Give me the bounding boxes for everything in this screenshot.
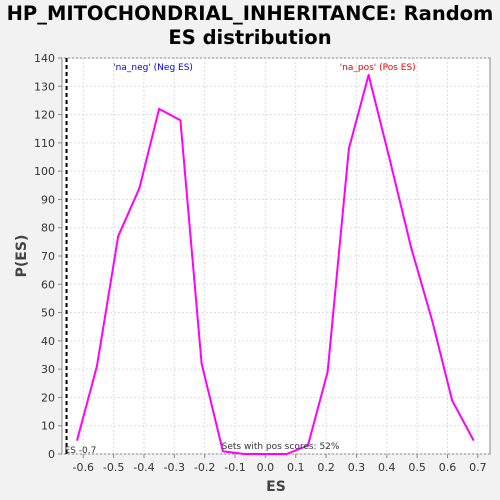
x-tick-label: 0.0	[257, 461, 275, 474]
annotation-neg: 'na_neg' (Neg ES)	[113, 63, 193, 73]
y-tick-label: 30	[41, 363, 55, 376]
data-point	[138, 187, 140, 189]
annotation-pos: 'na_pos' (Pos ES)	[340, 63, 416, 73]
y-tick-label: 40	[41, 335, 55, 348]
data-point	[201, 362, 203, 364]
data-point	[76, 439, 78, 441]
y-tick-label: 70	[41, 250, 55, 263]
y-tick-label: 80	[41, 222, 55, 235]
x-tick-label: -0.4	[133, 461, 154, 474]
y-tick-label: 130	[34, 80, 55, 93]
annotation-pos_scores: Sets with pos scores: 52%	[222, 442, 340, 452]
y-tick-label: 20	[41, 391, 55, 404]
x-tick-label: -0.5	[103, 461, 124, 474]
y-tick-label: 120	[34, 109, 55, 122]
x-tick-label: -0.1	[224, 461, 245, 474]
x-tick-label: 0.7	[469, 461, 487, 474]
y-tick-label: 90	[41, 193, 55, 206]
data-point	[286, 453, 288, 455]
data-point	[410, 247, 412, 249]
x-tick-label: 0.4	[378, 461, 396, 474]
x-tick-label: -0.3	[164, 461, 185, 474]
data-point	[431, 320, 433, 322]
y-tick-label: 60	[41, 278, 55, 291]
y-tick-label: 110	[34, 137, 55, 150]
y-tick-label: 50	[41, 307, 55, 320]
x-tick-label: 0.1	[287, 461, 305, 474]
y-tick-label: 10	[41, 420, 55, 433]
y-tick-label: 140	[34, 52, 55, 65]
data-point	[158, 108, 160, 110]
y-tick-label: 100	[34, 165, 55, 178]
x-axis-label: ES	[266, 479, 286, 495]
data-point	[117, 235, 119, 237]
data-point	[389, 159, 391, 161]
x-tick-label: 0.6	[439, 461, 457, 474]
data-point	[96, 365, 98, 367]
x-tick-label: -0.6	[73, 461, 94, 474]
x-tick-label: 0.3	[348, 461, 366, 474]
data-point	[472, 439, 474, 441]
data-point	[368, 74, 370, 76]
data-point	[348, 148, 350, 150]
es-line-label: ES -0.7	[65, 446, 97, 456]
y-tick-label: 0	[48, 448, 55, 461]
data-point	[327, 371, 329, 373]
data-point	[179, 119, 181, 121]
x-tick-label: 0.2	[317, 461, 335, 474]
data-point	[451, 399, 453, 401]
data-point	[243, 453, 245, 455]
y-axis-label: P(ES)	[14, 235, 30, 278]
x-tick-label: 0.5	[408, 461, 426, 474]
data-point	[264, 453, 266, 455]
x-tick-label: -0.2	[194, 461, 215, 474]
